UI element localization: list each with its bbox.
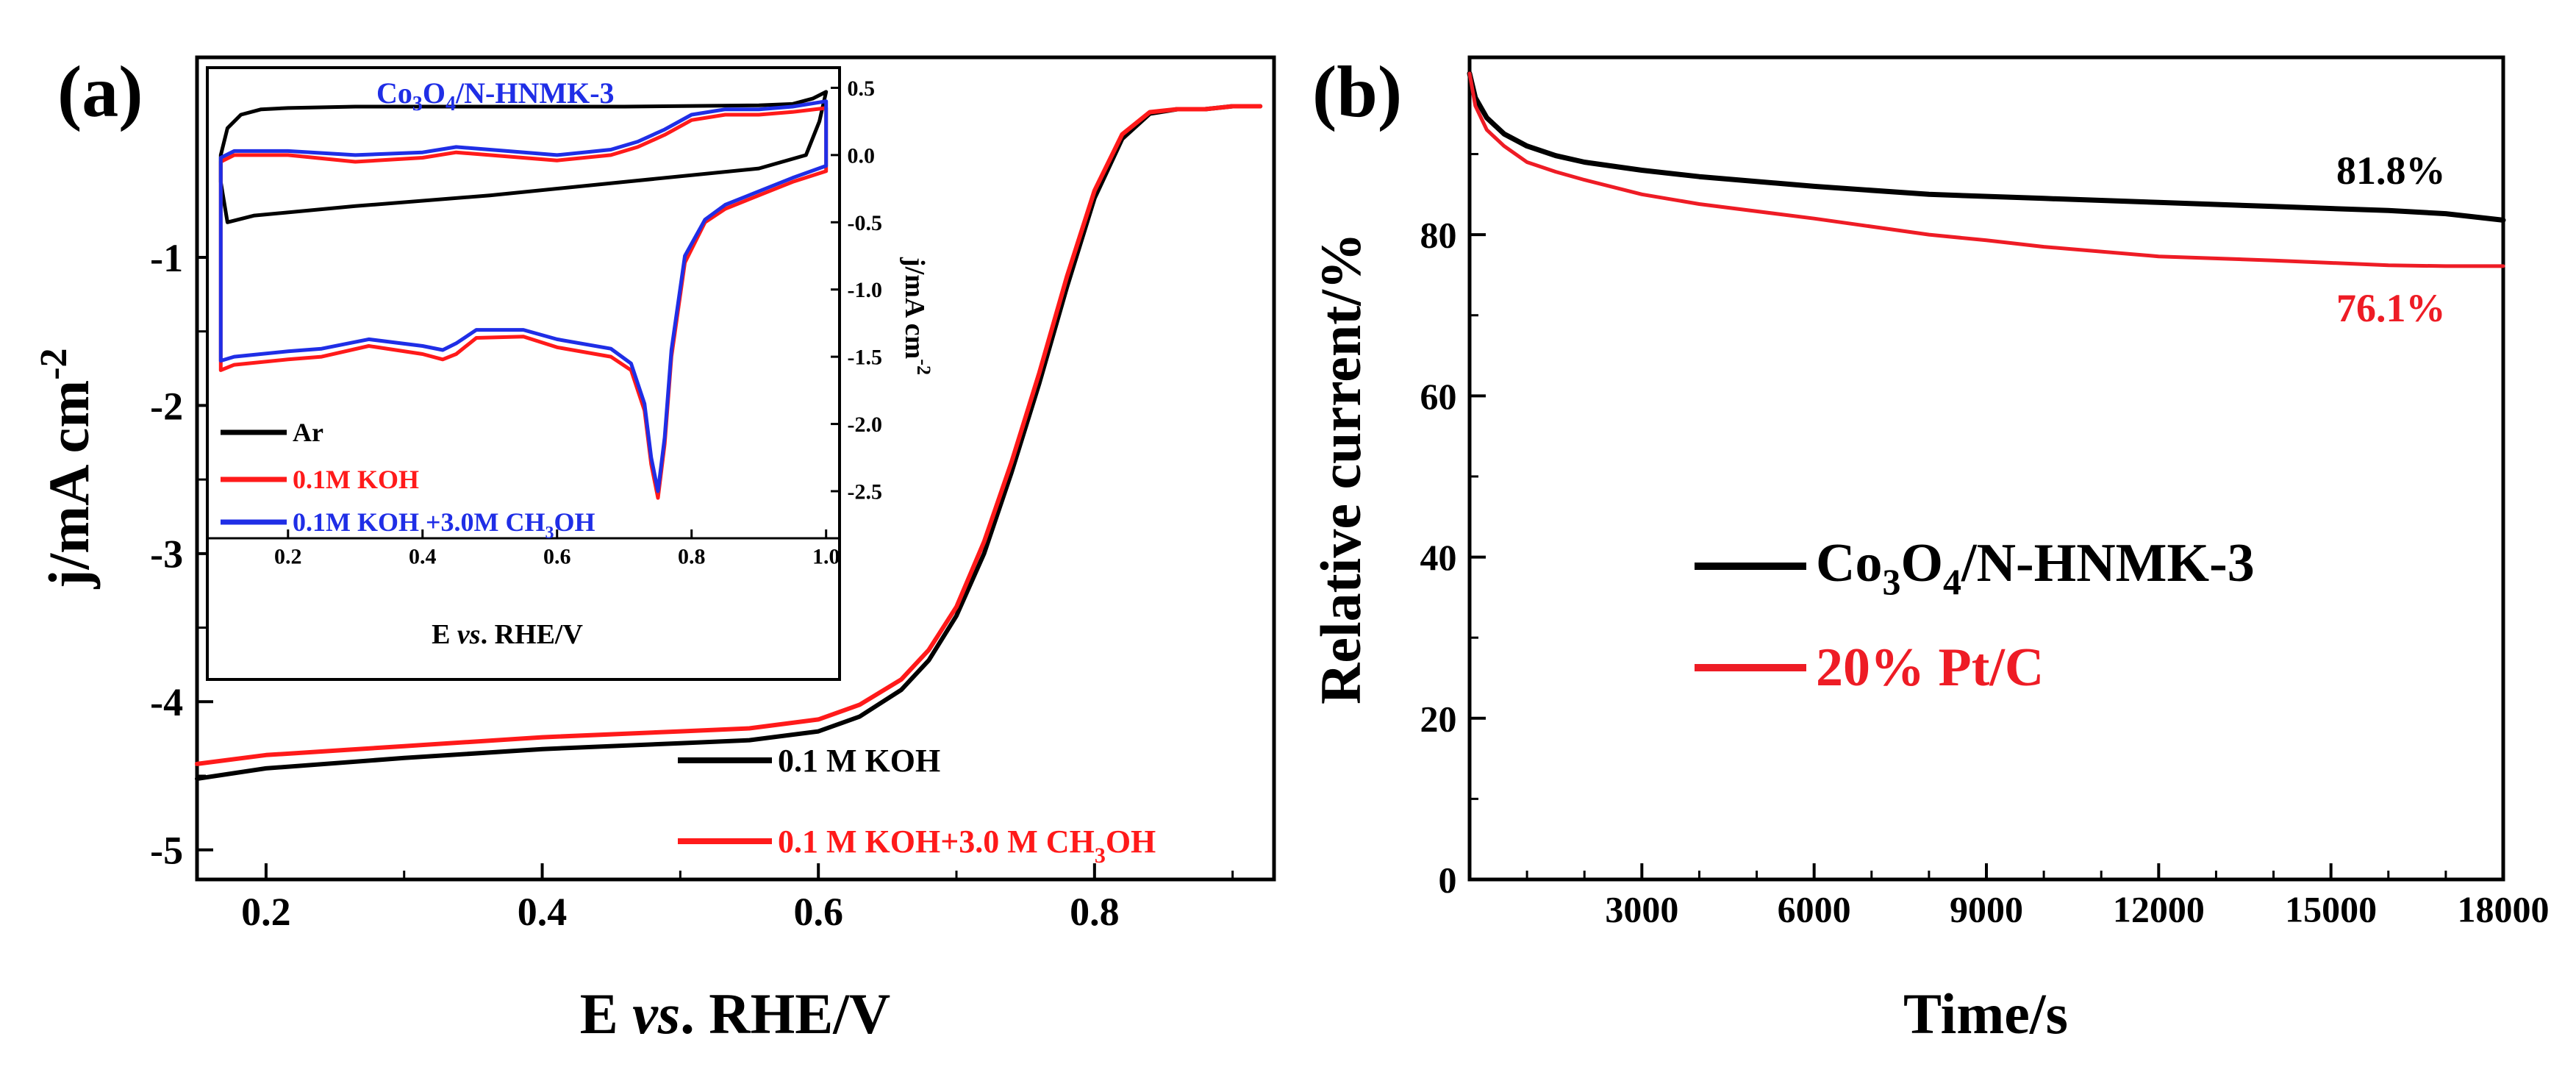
panel-b-label: (b)	[1312, 51, 1402, 132]
inset-legend: Ar 0.1M KOH 0.1M KOH +3.0M CH3OH	[221, 418, 595, 543]
panel-b-ylabel: Relative current/%	[1309, 232, 1373, 704]
y-tick-label: 0	[1439, 860, 1457, 901]
y-tick-label: -1	[150, 236, 183, 280]
x-tick-label: 6000	[1778, 889, 1851, 930]
inset-legend-label-koh-ch3oh: 0.1M KOH +3.0M CH3OH	[293, 507, 595, 543]
series-line-koh-ch3oh	[195, 104, 1263, 766]
y-tick-label: -1.5	[848, 346, 883, 370]
series-line-ptc	[1467, 71, 2505, 268]
x-tick-label: 9000	[1950, 889, 2023, 930]
inset-xlabel: E vs. RHE/V	[432, 619, 583, 650]
y-tick-label: 80	[1420, 215, 1457, 256]
x-tick-label: 12000	[2113, 889, 2205, 930]
panel-b-series	[1467, 71, 2506, 268]
legend-label-koh-ch3oh: 0.1 M KOH+3.0 M CH3OH	[778, 824, 1156, 868]
y-tick-label: -2.5	[848, 480, 883, 504]
y-tick-label: -5	[150, 829, 183, 873]
y-tick-label: -2	[150, 384, 183, 428]
y-tick-label: -0.5	[848, 211, 883, 235]
x-tick-label: 0.8	[1070, 890, 1120, 934]
x-tick-label: 0.6	[793, 890, 843, 934]
x-tick-label: 1.0	[812, 545, 840, 569]
panel-a-frame	[195, 55, 1276, 882]
panel-a-legend: 0.1 M KOH 0.1 M KOH+3.0 M CH3OH	[678, 743, 1156, 868]
panel-b-xlabel: Time/s	[1903, 982, 2068, 1046]
panel-a-ylabel: j/mA cm-2	[33, 348, 101, 589]
panel-a-series	[195, 104, 1263, 781]
x-tick-label: 0.8	[678, 545, 706, 569]
y-tick-label: 40	[1420, 537, 1457, 578]
legend-label-ptc: 20% Pt/C	[1816, 638, 2044, 698]
x-tick-label: 0.2	[274, 545, 302, 569]
panel-a-label: (a)	[57, 51, 143, 132]
inset-plot: 0.2 0.4 0.6 0.8 1.0 0.5 0.0 -0.5 -1.0 -1.5 -2.0 -2.…	[206, 66, 934, 681]
inset-legend-label-ar: Ar	[293, 418, 323, 447]
legend-label-koh: 0.1 M KOH	[778, 743, 940, 779]
inset-series	[218, 90, 829, 500]
y-tick-label: 20	[1420, 698, 1457, 739]
panel-a: (a) 0.2 0.4 0.6 0.8 -1 -2 -3 -4 -5 E vs. RHE/V j…	[33, 51, 1276, 1046]
x-tick-label: 0.4	[409, 545, 437, 569]
inset-ticks: 0.2 0.4 0.6 0.8 1.0 0.5 0.0 -0.5 -1.0 -1.5 -2.0 -2.…	[207, 68, 882, 569]
legend-label-co3o4: Co3O4/N-HNMK-3	[1816, 533, 2255, 602]
inset-series-koh-ch3oh	[218, 99, 829, 493]
y-tick-label: -1.0	[848, 278, 883, 302]
series-line-co3o4	[1467, 71, 2506, 223]
x-tick-label: 0.4	[518, 890, 568, 934]
inset-ylabel: j/mA cm-2	[899, 257, 934, 375]
panel-a-xlabel: E vs. RHE/V	[580, 982, 891, 1046]
y-tick-label: 60	[1420, 376, 1457, 417]
y-tick-label: -4	[150, 680, 183, 724]
y-tick-label: -2.0	[848, 413, 883, 437]
panel-b-legend: Co3O4/N-HNMK-3 20% Pt/C	[1695, 533, 2255, 698]
panel-b-ticks: 3000 6000 9000 12000 15000 18000 0 20 40 60 80	[1420, 153, 2550, 930]
annotation-black-final: 81.8%	[2336, 149, 2446, 193]
x-tick-label: 0.6	[543, 545, 571, 569]
y-tick-label: -3	[150, 532, 183, 577]
inset-title: Co3O4/N-HNMK-3	[376, 76, 615, 115]
inset-series-ar	[218, 90, 829, 224]
y-tick-label: 0.5	[848, 76, 876, 101]
x-tick-label: 18000	[2458, 889, 2550, 930]
annotation-red-final: 76.1%	[2336, 286, 2446, 330]
x-tick-label: 15000	[2285, 889, 2377, 930]
x-tick-label: 0.2	[241, 890, 291, 934]
inset-legend-label-koh: 0.1M KOH	[293, 465, 419, 494]
panel-a-ticks: 0.2 0.4 0.6 0.8 -1 -2 -3 -4 -5	[150, 236, 1234, 934]
panel-b: (b) 3000 6000 9000 12000 15000 18000 0 20 40 60 80…	[1309, 51, 2550, 1046]
y-tick-label: 0.0	[848, 143, 876, 168]
x-tick-label: 3000	[1605, 889, 1678, 930]
